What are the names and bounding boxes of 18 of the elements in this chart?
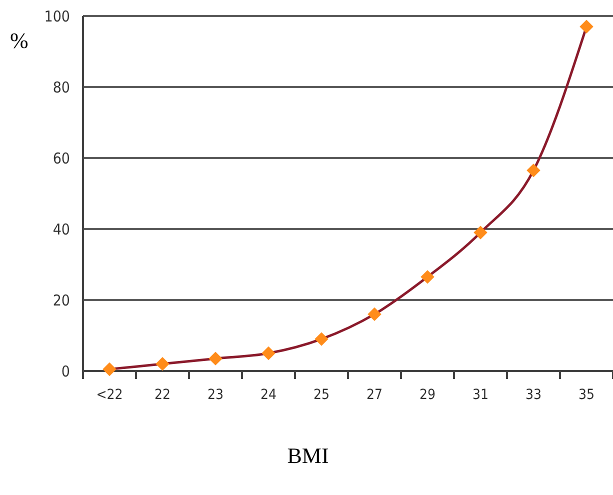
x-tick-label: 23 xyxy=(207,387,224,403)
x-tick-label: 31 xyxy=(472,387,489,403)
x-axis-title: BMI xyxy=(287,443,329,468)
x-tick-label: 22 xyxy=(154,387,171,403)
y-tick-label: 20 xyxy=(52,291,70,310)
y-axis-title: % xyxy=(10,28,28,53)
y-tick-label: 80 xyxy=(52,78,70,96)
y-tick-label: 60 xyxy=(52,149,70,168)
y-tick-label: 40 xyxy=(52,220,70,238)
x-tick-label: 33 xyxy=(525,387,542,403)
x-tick-label: 24 xyxy=(260,387,277,403)
y-tick-label: 0 xyxy=(61,362,70,380)
x-tick-label: 27 xyxy=(366,387,383,403)
y-tick-label: 100 xyxy=(44,7,70,26)
x-tick-label: 29 xyxy=(419,387,436,403)
x-tick-label: 25 xyxy=(313,387,330,403)
x-tick-label: 35 xyxy=(578,387,595,403)
x-tick-label: <22 xyxy=(96,387,123,403)
